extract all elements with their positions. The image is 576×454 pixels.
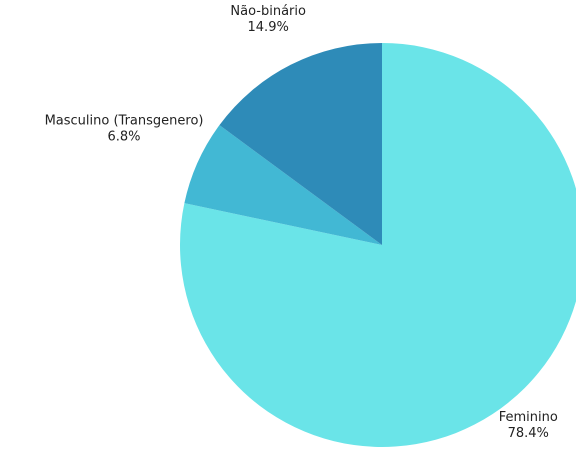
slice-label: Não-binário <box>230 4 306 19</box>
slice-value: 14.9% <box>248 20 289 35</box>
slice-label: Feminino <box>499 410 558 425</box>
pie-slice <box>184 125 382 245</box>
pie-slice <box>180 43 576 447</box>
slice-label: Masculino (Transgenero) <box>45 114 204 129</box>
slice-value: 78.4% <box>508 426 549 441</box>
pie-slice <box>219 43 382 245</box>
slice-value: 6.8% <box>108 130 141 145</box>
